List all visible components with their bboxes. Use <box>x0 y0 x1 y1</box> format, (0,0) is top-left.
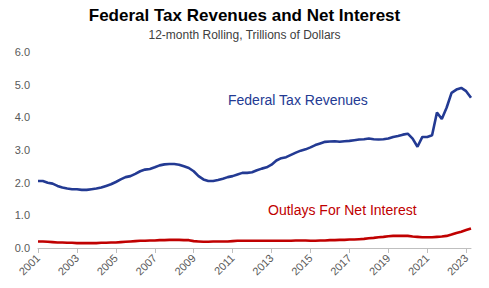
svg-text:12-month Rolling, Trillions of: 12-month Rolling, Trillions of Dollars <box>148 28 340 42</box>
svg-text:2005: 2005 <box>94 252 120 278</box>
svg-text:2017: 2017 <box>328 252 354 278</box>
svg-text:2019: 2019 <box>367 252 393 278</box>
svg-text:2003: 2003 <box>55 252 81 278</box>
svg-text:0.0: 0.0 <box>15 242 30 254</box>
svg-text:6.0: 6.0 <box>15 46 30 58</box>
svg-text:2001: 2001 <box>16 252 42 278</box>
svg-text:2021: 2021 <box>406 252 432 278</box>
svg-text:Federal Tax Revenues: Federal Tax Revenues <box>228 92 368 108</box>
svg-text:Outlays For Net Interest: Outlays For Net Interest <box>268 202 417 218</box>
svg-text:2023: 2023 <box>445 252 471 278</box>
svg-text:4.0: 4.0 <box>15 111 30 123</box>
svg-text:2015: 2015 <box>289 252 315 278</box>
svg-text:2011: 2011 <box>212 252 237 277</box>
svg-text:3.0: 3.0 <box>15 144 30 156</box>
svg-text:Federal Tax Revenues and Net I: Federal Tax Revenues and Net Interest <box>89 6 401 25</box>
svg-text:5.0: 5.0 <box>15 79 30 91</box>
svg-text:2.0: 2.0 <box>15 177 30 189</box>
svg-text:2009: 2009 <box>172 252 198 278</box>
svg-text:1.0: 1.0 <box>15 209 30 221</box>
svg-text:2013: 2013 <box>250 252 276 278</box>
svg-text:2007: 2007 <box>133 252 159 278</box>
